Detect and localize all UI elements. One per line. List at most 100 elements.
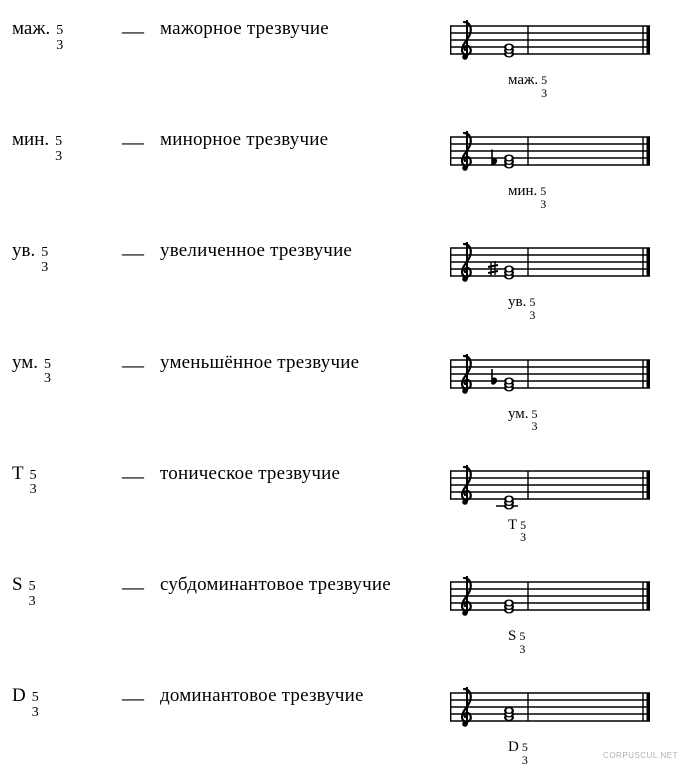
caption-bottom: 3 (519, 643, 525, 656)
music-staff (450, 240, 650, 290)
figured-bass-bottom: 3 (32, 706, 39, 721)
figured-bass: 53 (30, 469, 37, 498)
staff-cell: T53 (450, 463, 670, 544)
figured-bass: 53 (32, 691, 39, 720)
triad-row: мин.53—минорное трезвучие мин.53 (12, 129, 670, 210)
symbol-cell: маж. 53 (12, 18, 122, 53)
triad-row: ум.53—уменьшённое трезвучие ум.53 (12, 352, 670, 433)
caption-prefix: T (508, 517, 517, 534)
dash: — (122, 352, 160, 378)
figured-bass-top: 5 (32, 691, 39, 706)
triad-row: S53—субдоминантовое трезвучие S53 (12, 574, 670, 655)
figured-bass-top: 5 (56, 24, 63, 39)
figured-bass-bottom: 3 (44, 372, 51, 387)
dash: — (122, 18, 160, 44)
caption-bottom: 3 (532, 420, 538, 433)
staff-caption: мин.53 (508, 183, 546, 210)
figured-bass-top: 5 (30, 469, 37, 484)
symbol-cell: D53 (12, 685, 122, 720)
staff-caption: D53 (508, 739, 528, 766)
dash: — (122, 685, 160, 711)
caption-figured-bass: 53 (541, 74, 547, 99)
figured-bass-bottom: 3 (29, 595, 36, 610)
figured-bass: 53 (29, 580, 36, 609)
staff-cell: ум.53 (450, 352, 670, 433)
figured-bass-top: 5 (29, 580, 36, 595)
symbol-prefix: ум. (12, 352, 38, 374)
triad-description: доминантовое трезвучие (160, 685, 450, 707)
caption-prefix: ум. (508, 406, 529, 423)
staff-caption: ув.53 (508, 294, 535, 321)
staff-caption: маж.53 (508, 72, 547, 99)
symbol-cell: мин. 53 (12, 129, 122, 164)
figured-bass: 53 (56, 24, 63, 53)
symbol-prefix: S (12, 574, 23, 596)
figured-bass: 53 (55, 135, 62, 164)
triad-description: мажорное трезвучие (160, 18, 450, 40)
triad-description: уменьшённое трезвучие (160, 352, 450, 374)
symbol-prefix: ув. (12, 240, 35, 262)
symbol-cell: S53 (12, 574, 122, 609)
staff-cell: S53 (450, 574, 670, 655)
caption-prefix: D (508, 739, 519, 756)
symbol-prefix: мин. (12, 129, 49, 151)
caption-bottom: 3 (529, 309, 535, 322)
staff-caption: ум.53 (508, 406, 538, 433)
symbol-cell: T53 (12, 463, 122, 498)
symbol-prefix: маж. (12, 18, 50, 40)
caption-bottom: 3 (522, 754, 528, 767)
triad-description: увеличенное трезвучие (160, 240, 450, 262)
music-staff (450, 129, 650, 179)
caption-figured-bass: 53 (520, 519, 526, 544)
caption-top: 5 (541, 74, 547, 87)
caption-figured-bass: 53 (519, 630, 525, 655)
music-staff (450, 574, 650, 624)
triad-row: T53—тоническое трезвучие T53 (12, 463, 670, 544)
music-staff (450, 352, 650, 402)
music-staff (450, 18, 650, 68)
triad-row: маж.53—мажорное трезвучие маж.53 (12, 18, 670, 99)
caption-prefix: S (508, 628, 516, 645)
figured-bass: 53 (44, 358, 51, 387)
caption-bottom: 3 (520, 531, 526, 544)
watermark: CORPUSCUL.NET (603, 751, 678, 760)
figured-bass-top: 5 (55, 135, 62, 150)
caption-top: 5 (519, 630, 525, 643)
caption-bottom: 3 (541, 87, 547, 100)
caption-bottom: 3 (540, 198, 546, 211)
staff-caption: S53 (508, 628, 525, 655)
triad-description: субдоминантовое трезвучие (160, 574, 450, 596)
symbol-prefix: D (12, 685, 26, 707)
staff-cell: маж.53 (450, 18, 670, 99)
symbol-prefix: T (12, 463, 24, 485)
triad-row: D53—доминантовое трезвучие D53 (12, 685, 670, 766)
symbol-cell: ув. 53 (12, 240, 122, 275)
figured-bass: 53 (41, 246, 48, 275)
staff-cell: ув.53 (450, 240, 670, 321)
triad-description: тоническое трезвучие (160, 463, 450, 485)
figured-bass-bottom: 3 (41, 261, 48, 276)
caption-top: 5 (522, 741, 528, 754)
staff-cell: мин.53 (450, 129, 670, 210)
music-staff (450, 463, 650, 513)
triad-row: ув.53—увеличенное трезвучие ув.53 (12, 240, 670, 321)
triad-description: минорное трезвучие (160, 129, 450, 151)
caption-prefix: ув. (508, 294, 526, 311)
staff-caption: T53 (508, 517, 526, 544)
dash: — (122, 129, 160, 155)
dash: — (122, 574, 160, 600)
caption-top: 5 (540, 185, 546, 198)
caption-figured-bass: 53 (540, 185, 546, 210)
caption-prefix: мин. (508, 183, 537, 200)
figured-bass-bottom: 3 (30, 483, 37, 498)
caption-prefix: маж. (508, 72, 538, 89)
caption-figured-bass: 53 (529, 296, 535, 321)
figured-bass-top: 5 (41, 246, 48, 261)
symbol-cell: ум. 53 (12, 352, 122, 387)
music-staff (450, 685, 650, 735)
figured-bass-bottom: 3 (55, 150, 62, 165)
figured-bass-bottom: 3 (56, 39, 63, 54)
figured-bass-top: 5 (44, 358, 51, 373)
caption-figured-bass: 53 (522, 741, 528, 766)
dash: — (122, 463, 160, 489)
